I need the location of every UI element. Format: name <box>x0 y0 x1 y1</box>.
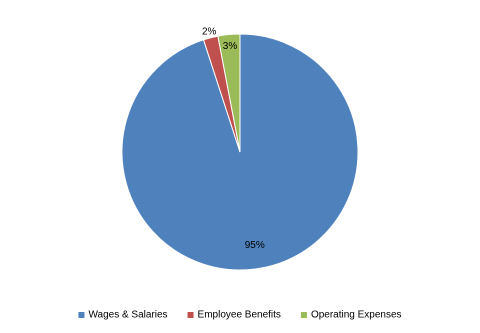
data-label: 2% <box>202 27 217 38</box>
legend-swatch <box>78 312 85 318</box>
data-label: 3% <box>223 41 238 52</box>
legend-label: Operating Expenses <box>311 310 402 321</box>
legend-swatch <box>187 312 194 318</box>
legend: Wages & Salaries Employee Benefits Operati… <box>78 310 402 321</box>
legend-swatch <box>300 312 307 318</box>
pie-slice <box>217 33 241 153</box>
legend-label: Wages & Salaries <box>88 310 167 321</box>
data-label: 95% <box>245 240 265 251</box>
legend-label: Employee Benefits <box>198 310 281 321</box>
